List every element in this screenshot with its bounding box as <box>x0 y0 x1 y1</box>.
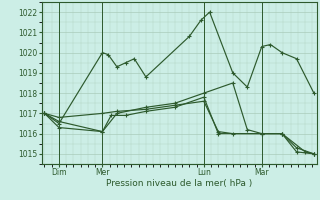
X-axis label: Pression niveau de la mer( hPa ): Pression niveau de la mer( hPa ) <box>106 179 252 188</box>
